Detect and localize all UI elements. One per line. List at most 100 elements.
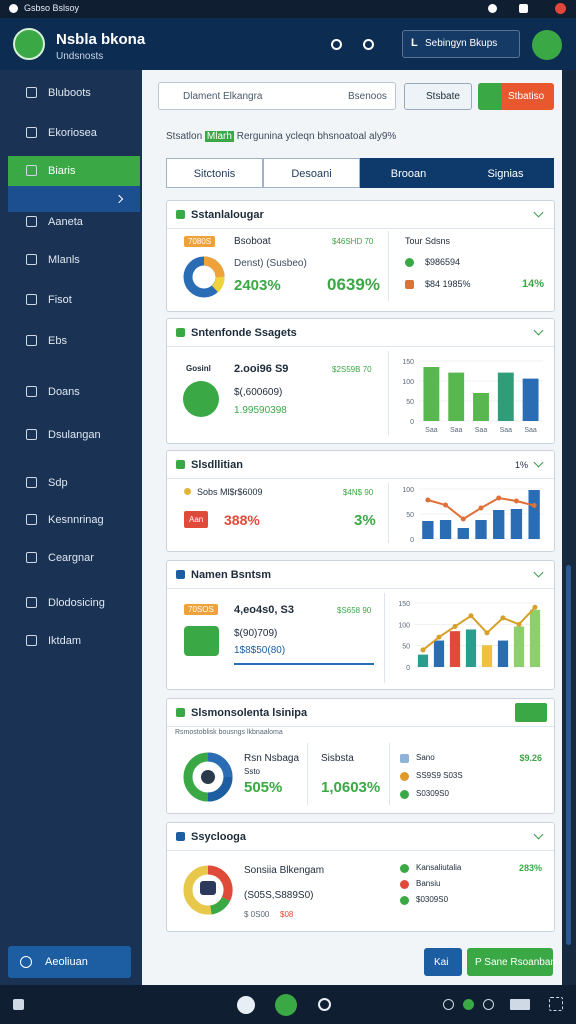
card: Slsdllitian 1% Sobs Ml$r$6009 $4N$ 90 Aa… (166, 450, 555, 552)
sidebar-label: Bluboots (48, 87, 91, 99)
profile-icon[interactable] (532, 30, 562, 60)
sidebar-item[interactable]: Dsulangan (8, 420, 140, 450)
nav-icon[interactable] (510, 999, 530, 1010)
action-button-icon (478, 83, 502, 110)
nav-icon[interactable] (483, 999, 494, 1010)
sidebar-item[interactable]: Biaris (8, 156, 140, 186)
sidebar-item[interactable]: Mlanls (8, 245, 140, 275)
bar (417, 654, 429, 667)
percent: 1$8$50(80) (234, 645, 286, 656)
card-icon (176, 328, 185, 337)
card-title: Sstanlalougar (191, 209, 264, 221)
sidebar-item[interactable]: Dlodosicing (8, 588, 140, 618)
legend-dot (184, 488, 191, 495)
card-icon (176, 210, 185, 219)
card-title: Sntenfonde Ssagets (191, 327, 297, 339)
tab[interactable]: Signias (457, 158, 554, 188)
sidebar-icon (26, 294, 37, 305)
nav-icon[interactable] (463, 999, 474, 1010)
x-tick-label: Saa (425, 427, 438, 434)
divider (388, 231, 389, 301)
bar (433, 640, 445, 667)
tab[interactable]: Desoani (263, 158, 360, 188)
sidebar-item[interactable]: Iktdam (8, 626, 140, 656)
card: Slsmonsolenta lsinipa Rsmostoblisk bousn… (166, 698, 555, 814)
sidebar (0, 70, 142, 985)
amount: $4N$ 90 (343, 488, 374, 497)
sidebar-icon (26, 335, 37, 346)
header-button[interactable] (402, 30, 520, 58)
amount: $2S59B 70 (332, 365, 372, 374)
status-icon (555, 3, 566, 14)
sidebar-label: Dlodosicing (48, 597, 105, 609)
chevron[interactable] (533, 829, 544, 840)
status-bar (0, 0, 576, 18)
footer-button[interactable] (467, 948, 553, 976)
amount: $S658 90 (337, 606, 372, 615)
app-subtitle: Undsnosts (56, 51, 104, 62)
y-tick-label: 50 (406, 512, 414, 519)
legend-value: $9.26 (519, 753, 542, 763)
line-point (460, 516, 466, 522)
card-icon (176, 708, 185, 717)
sidebar-item[interactable]: Aaneta (8, 207, 140, 237)
sidebar-item[interactable]: Bluboots (8, 78, 140, 108)
scroll-thumb[interactable] (566, 565, 571, 945)
legend-dot (400, 790, 409, 799)
sidebar-item[interactable]: Ceargnar (8, 543, 140, 573)
percent: 388% (224, 512, 260, 528)
sidebar-item[interactable]: Doans (8, 377, 140, 407)
big-value: 0639% (327, 275, 380, 294)
search-icon[interactable] (331, 39, 342, 50)
line-point (484, 630, 490, 636)
percent: 505% (244, 779, 283, 796)
chevron[interactable] (533, 207, 544, 218)
sidebar-icon (26, 127, 37, 138)
right-label: Sisbsta (321, 753, 354, 764)
sidebar-footer-label: Aeoliuan (45, 956, 88, 968)
nav-icon[interactable] (13, 999, 24, 1010)
legend-label: Kansaliutalia (416, 863, 462, 872)
divider (307, 743, 308, 805)
chevron[interactable] (533, 567, 544, 578)
sidebar-item[interactable]: Sdp (8, 468, 140, 498)
status-icon (519, 4, 528, 13)
tab[interactable]: Sitctonis (166, 158, 263, 188)
bar (513, 626, 525, 667)
legend-dot (400, 880, 409, 889)
legend-label: S0309S0 (416, 789, 449, 798)
card-title: Namen Bsntsm (191, 569, 272, 581)
sidebar-icon (26, 552, 37, 563)
sidebar-item[interactable]: Ebs (8, 326, 140, 356)
chevron[interactable] (533, 325, 544, 336)
bar (528, 490, 540, 539)
sidebar-item[interactable]: Fisot (8, 285, 140, 315)
y-tick-label: 100 (398, 622, 410, 629)
search-box[interactable] (158, 82, 396, 110)
card: Ssyclooga Sonsiia Blkengam (S05S,S889S0)… (166, 822, 555, 932)
nav-icon[interactable] (318, 998, 331, 1011)
x-tick-label: Saa (524, 427, 537, 434)
nav-icon[interactable] (237, 996, 255, 1014)
nav-icon[interactable] (275, 994, 297, 1016)
line-point (468, 613, 474, 619)
view-button[interactable] (404, 83, 472, 110)
chat-icon[interactable] (363, 39, 374, 50)
logo[interactable] (13, 28, 45, 60)
sidebar-item[interactable]: Kesnnrinag (8, 505, 140, 535)
sidebar-icon (26, 477, 37, 488)
search-button[interactable]: Bsenoos (348, 91, 387, 102)
chevron[interactable] (533, 457, 544, 468)
footer-button[interactable] (424, 948, 462, 976)
dropdown[interactable] (515, 703, 547, 722)
nav-icon[interactable] (549, 997, 563, 1011)
sidebar-item[interactable]: Ekoriosea (8, 118, 140, 148)
x-tick-label: Saa (475, 427, 488, 434)
bar (423, 367, 440, 421)
chart: 0 50 100 (402, 487, 543, 544)
tab[interactable]: Brooan (360, 158, 457, 188)
nav-icon[interactable] (443, 999, 454, 1010)
info-text: Rergunina ycleqn bhsnoatoal aly9% (236, 131, 397, 142)
legend-dot (405, 280, 414, 289)
y-tick-label: 150 (402, 359, 414, 366)
